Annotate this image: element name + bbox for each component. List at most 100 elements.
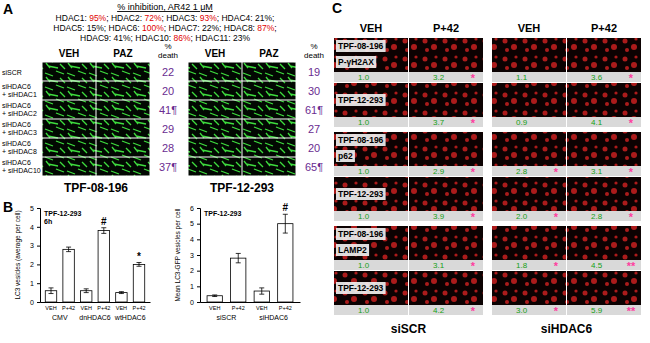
bar xyxy=(98,231,109,302)
micrograph xyxy=(97,158,150,176)
tick-mark xyxy=(37,302,40,303)
micrograph xyxy=(243,120,296,138)
fold-value: 4.5 xyxy=(591,261,603,270)
death-value: 28 xyxy=(162,142,174,154)
fold-value: 4.1 xyxy=(591,118,603,127)
micrograph xyxy=(97,101,150,119)
bar xyxy=(133,264,144,302)
axis-line xyxy=(37,209,41,303)
fold-value: 1.0 xyxy=(358,167,370,176)
column-header: VEH xyxy=(360,22,383,34)
inhibition-segment: ; xyxy=(274,23,276,33)
tick: 3 xyxy=(190,252,200,259)
column-header: P+42 xyxy=(591,22,617,34)
fold-value: 1.0 xyxy=(358,261,370,270)
fold-value: 1.1 xyxy=(516,73,528,82)
tick: 5 xyxy=(190,220,200,227)
fold-value: 3.7 xyxy=(433,118,445,127)
fold-value: 1.0 xyxy=(358,73,370,82)
error-bar xyxy=(49,288,54,294)
value-strip xyxy=(334,305,408,315)
micrograph xyxy=(43,158,96,176)
micrograph xyxy=(243,139,296,157)
label-background xyxy=(336,228,386,240)
tick: 1 xyxy=(30,280,40,287)
error-cap xyxy=(236,262,241,263)
inhibition-segment: 100% xyxy=(142,23,164,33)
tick: P+42 xyxy=(279,302,292,311)
tick-label: 1 xyxy=(30,280,34,287)
value-strip xyxy=(334,117,408,127)
fold-value: 2.8 xyxy=(516,167,528,176)
death-value: 20 xyxy=(308,142,320,154)
value-strip xyxy=(492,72,566,82)
fold-value: 0.9 xyxy=(516,118,528,127)
column-header: VEH xyxy=(59,48,80,59)
death-value: 61¶ xyxy=(305,104,323,116)
fold-value: 5.9 xyxy=(591,306,603,315)
inhibition-segment: 86% xyxy=(174,33,191,43)
error-cap xyxy=(101,233,106,234)
value-strip xyxy=(334,211,408,221)
death-header: % xyxy=(310,42,317,51)
value-strip xyxy=(334,72,408,82)
inhibition-segment: HDAC1: xyxy=(56,13,90,23)
tick-label: 1 xyxy=(190,283,194,290)
group-label: siHDAC6 xyxy=(259,314,288,321)
death-value: 29 xyxy=(162,123,174,135)
micrograph xyxy=(334,226,408,270)
tick-label: VEH xyxy=(116,305,127,311)
fold-value: 2.0 xyxy=(516,212,528,221)
significance-star: ** xyxy=(627,305,636,317)
tick: VEH xyxy=(256,302,267,311)
significance-label: # xyxy=(283,202,289,213)
tick-label: 6 xyxy=(190,205,194,212)
error-stem xyxy=(103,228,104,234)
inhibition-segment: 95% xyxy=(89,13,106,23)
figure: ABC% inhibition, AR42 1 μMHDAC1: 95%; HD… xyxy=(0,0,650,343)
death-value: 37¶ xyxy=(159,161,177,173)
error-bar xyxy=(259,288,264,294)
micrograph xyxy=(97,139,150,157)
cell-line-label: TPF-12-293 xyxy=(210,181,274,195)
tick: P+42 xyxy=(62,302,75,311)
chart-title: TPF-12-293 xyxy=(44,210,81,217)
row-label: siSCR xyxy=(2,69,22,76)
y-axis-title: Mean LC3-GFP vesicles per cell xyxy=(174,208,182,302)
tick-label: VEH xyxy=(45,305,56,311)
significance-star: * xyxy=(471,211,476,223)
death-header: death xyxy=(304,51,324,60)
error-bar xyxy=(236,253,241,262)
chart-subtitle: 6h xyxy=(44,218,52,225)
inhibition-segment: ; HDAC11: 23% xyxy=(191,33,251,43)
micrograph xyxy=(43,63,96,81)
error-cap xyxy=(236,253,241,254)
tick: 5 xyxy=(30,205,40,212)
significance-star: * xyxy=(554,260,559,272)
panel-label: A xyxy=(3,1,13,17)
death-value: 65¶ xyxy=(305,161,323,173)
micrograph xyxy=(189,82,242,100)
row-label: + siHDAC8 xyxy=(2,148,37,155)
error-cap xyxy=(259,287,264,288)
micrograph xyxy=(243,82,296,100)
bar xyxy=(116,293,127,302)
tick-label: 4 xyxy=(190,236,194,243)
tick: 3 xyxy=(30,242,40,249)
tick-mark xyxy=(197,224,200,225)
error-cap xyxy=(212,296,217,297)
error-cap xyxy=(212,294,217,295)
micrograph xyxy=(43,120,96,138)
error-cap xyxy=(49,293,54,294)
fold-value: 3.2 xyxy=(433,73,445,82)
micrograph xyxy=(334,132,408,176)
tick-label: 2 xyxy=(190,267,194,274)
tick-label: P+42 xyxy=(279,305,292,311)
label-background xyxy=(336,244,369,256)
micrograph xyxy=(243,101,296,119)
tick: 1 xyxy=(190,283,200,290)
tick-label: 0 xyxy=(30,299,34,306)
axis-line xyxy=(201,302,301,303)
column-header: PAZ xyxy=(259,48,278,59)
fold-value: 1.0 xyxy=(358,306,370,315)
